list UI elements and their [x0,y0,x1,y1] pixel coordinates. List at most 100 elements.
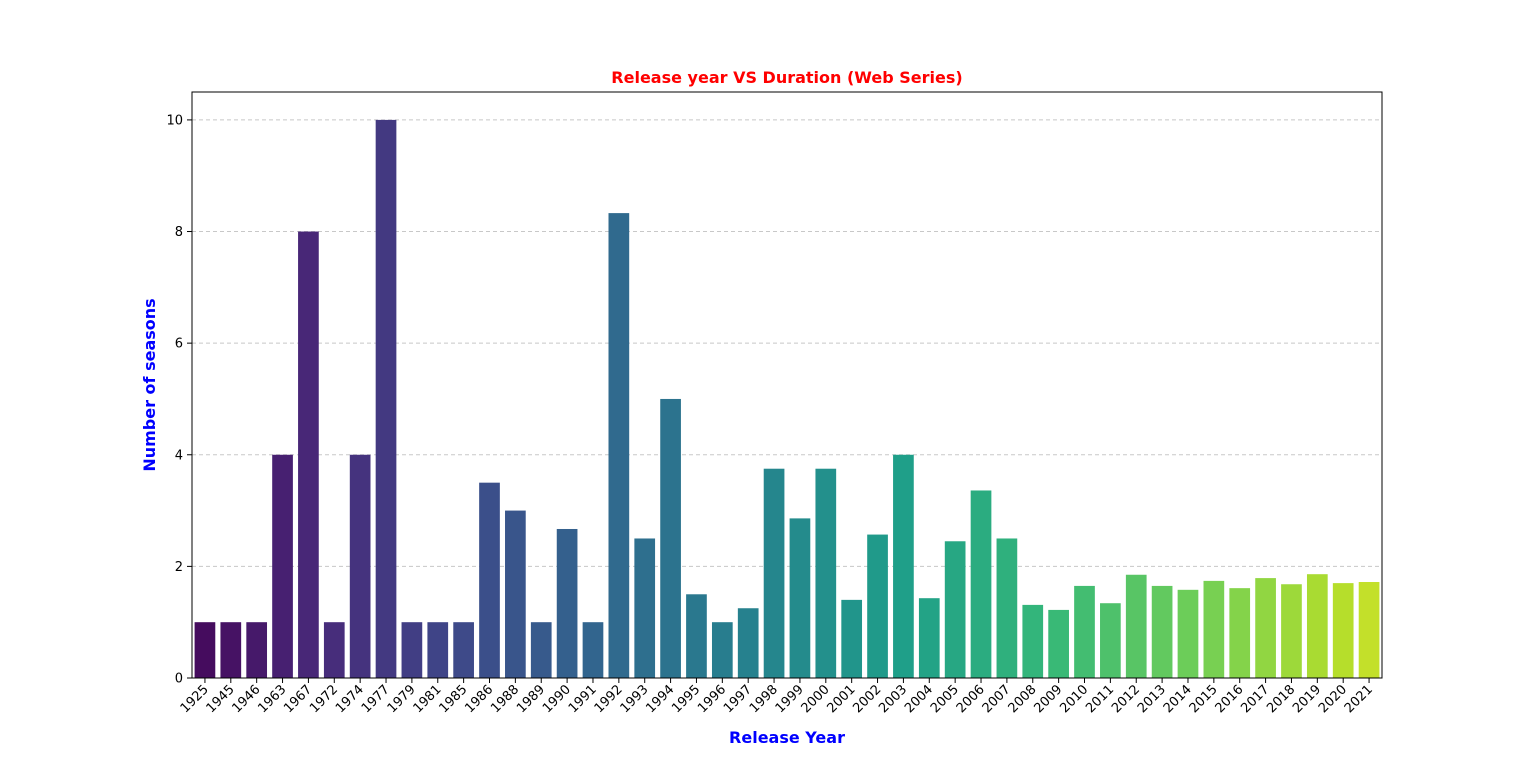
x-tick-label: 2010 [1057,682,1091,716]
x-tick-label: 1993 [618,682,652,716]
bar [1151,585,1173,678]
y-tick-label: 2 [175,560,183,575]
bar [1100,603,1121,678]
bar [1048,609,1069,678]
x-tick-label: 2019 [1290,682,1324,716]
bar [763,468,785,678]
x-tick-label: 2000 [799,682,833,716]
x-tick-label: 1967 [281,682,315,716]
x-tick-label: 1996 [695,682,729,716]
bar [686,594,707,678]
x-tick-label: 1977 [359,682,393,716]
bars [194,119,1380,678]
x-tick-label: 2011 [1083,682,1117,716]
y-tick-label: 0 [175,672,183,687]
bar [194,622,216,678]
bar [1125,574,1147,678]
x-tick-label: 1998 [747,682,781,716]
bar [375,119,397,678]
x-tick-label: 1997 [721,682,755,716]
y-tick-label: 6 [175,337,183,352]
bar [996,538,1018,678]
bar [1074,585,1095,678]
x-tick-label: 2006 [954,682,988,716]
y-tick-label: 4 [175,448,183,463]
x-tick-label: 1979 [385,682,419,716]
bar [608,213,630,678]
x-tick-label: 2021 [1342,682,1376,716]
x-tick-label: 2017 [1238,682,1272,716]
x-tick-label: 1994 [643,682,677,716]
x-tick-label: 2002 [850,682,884,716]
y-axis-ticks: 0 2 4 6 8 10 [166,113,192,687]
chart-title: Release year VS Duration (Web Series) [611,68,962,87]
bar [789,518,811,678]
x-tick-label: 1986 [462,682,496,716]
x-tick-label: 2016 [1213,682,1247,716]
bar [944,541,966,678]
x-tick-label: 1991 [566,682,600,716]
x-tick-label: 1992 [592,682,626,716]
x-axis-ticks: 1925194519461963196719721974197719791981… [178,678,1376,716]
x-tick-label: 2003 [876,682,910,716]
bar [1203,580,1225,678]
bar [1177,589,1199,678]
x-tick-label: 2007 [980,682,1014,716]
x-tick-label: 1989 [514,682,548,716]
bar [1306,574,1328,678]
x-tick-label: 2001 [824,682,858,716]
y-axis-label: Number of seasons [140,298,159,471]
bar [1358,582,1380,678]
x-tick-label: 1990 [540,682,574,716]
bar [1255,578,1276,678]
bar [479,482,500,678]
x-axis-label: Release Year [729,728,845,747]
bar [660,398,681,678]
x-tick-label: 1945 [204,682,238,716]
x-tick-label: 1946 [229,682,263,716]
x-tick-label: 2015 [1187,682,1221,716]
bar [867,534,888,678]
x-tick-label: 2012 [1109,682,1143,716]
bar [582,622,604,678]
bar [427,622,449,678]
bar [1332,583,1354,678]
x-tick-label: 2018 [1264,682,1298,716]
plot-frame [191,91,1383,679]
bar [1022,604,1044,678]
bar [737,608,759,678]
bar [401,622,423,678]
bar [298,231,319,678]
bar [1281,584,1302,678]
x-tick-label: 1985 [436,682,470,716]
x-tick-label: 2009 [1031,682,1065,716]
bar [453,622,474,678]
x-tick-label: 1995 [669,682,703,716]
x-tick-label: 1925 [178,682,212,716]
bar [272,454,293,678]
x-tick-label: 1963 [255,682,289,716]
x-tick-label: 1974 [333,682,367,716]
x-tick-label: 1999 [773,682,807,716]
bar [530,622,552,678]
bar [246,622,268,678]
bar [1229,588,1251,678]
x-tick-label: 1988 [488,682,522,716]
bar [970,490,992,678]
y-tick-label: 8 [175,225,183,240]
x-tick-label: 2008 [1006,682,1040,716]
bar [634,538,656,678]
bar [220,622,242,678]
x-tick-label: 1981 [411,682,445,716]
x-tick-label: 2014 [1161,682,1195,716]
bar [815,468,837,678]
bar [556,528,578,678]
bar [323,622,345,678]
x-tick-label: 2004 [902,682,936,716]
bar [711,622,733,678]
x-tick-label: 2005 [928,682,962,716]
bar [505,510,526,678]
x-tick-label: 1972 [307,682,341,716]
x-tick-label: 2013 [1135,682,1169,716]
